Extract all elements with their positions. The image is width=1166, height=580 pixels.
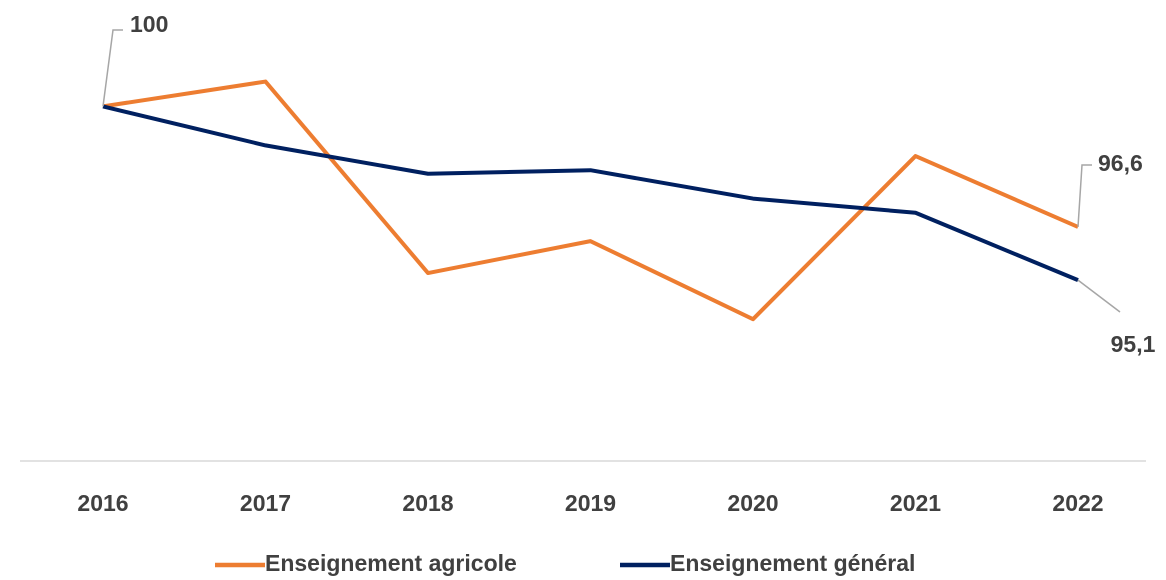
- legend-label: Enseignement agricole: [265, 550, 517, 576]
- x-tick-label: 2021: [890, 490, 941, 516]
- x-tick-label: 2022: [1052, 490, 1103, 516]
- line-series: [102, 79, 1079, 322]
- x-tick-label: 2020: [727, 490, 778, 516]
- x-tick-label: 2019: [565, 490, 616, 516]
- leader-line: [1077, 279, 1121, 313]
- x-tick-label: 2018: [402, 490, 453, 516]
- leader-line: [1077, 164, 1092, 228]
- line-series: [102, 104, 1079, 282]
- data-label: 96,6: [1098, 150, 1143, 176]
- leader-line: [102, 29, 123, 107]
- x-tick-label: 2017: [240, 490, 291, 516]
- legend-label: Enseignement général: [670, 550, 915, 576]
- data-label: 100: [130, 11, 168, 37]
- x-tick-label: 2016: [77, 490, 128, 516]
- data-label: 95,1: [1111, 331, 1156, 357]
